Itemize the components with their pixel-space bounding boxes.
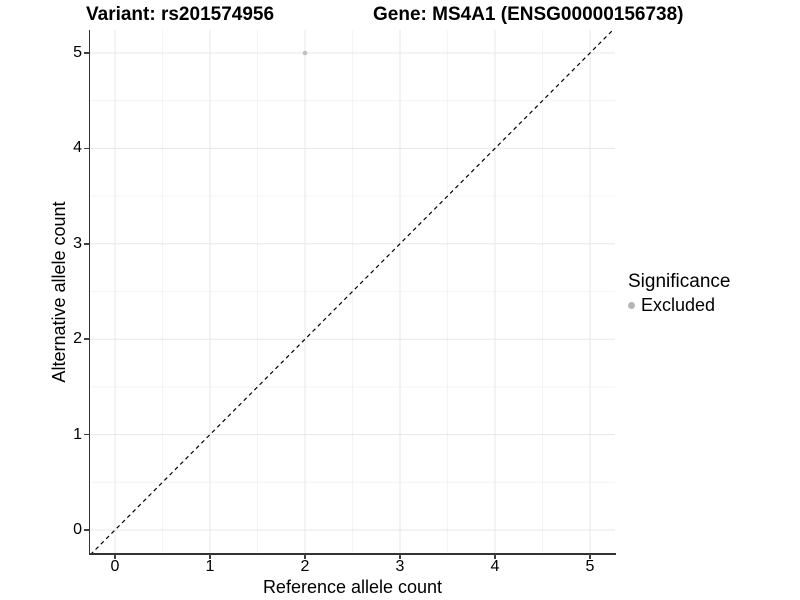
x-tick-label: 3 <box>395 558 405 575</box>
y-tick-mark <box>84 243 89 245</box>
y-axis-title: Alternative allele count <box>49 201 69 383</box>
legend-point-icon <box>628 301 635 309</box>
y-tick-mark <box>84 52 89 54</box>
y-tick-label: 4 <box>73 139 82 157</box>
x-axis-line <box>88 553 616 555</box>
x-axis-title: Reference allele count <box>262 577 443 597</box>
data-point <box>302 50 308 56</box>
plot-area-svg <box>90 30 615 553</box>
y-tick-label: 1 <box>73 425 82 443</box>
y-tick-mark <box>84 147 89 150</box>
title-gene: Gene: MS4A1 (ENSG00000156738) <box>373 4 684 25</box>
y-axis-line <box>88 30 90 555</box>
x-tick-label: 0 <box>110 558 120 575</box>
identity-dashed-line <box>91 30 614 553</box>
title-variant: Variant: rs201574956 <box>86 4 275 25</box>
x-tick-mark <box>304 554 306 559</box>
x-tick-mark <box>494 554 496 559</box>
x-tick-mark <box>114 554 116 559</box>
x-tick-label: 5 <box>585 558 595 575</box>
x-tick-label: 4 <box>490 558 500 575</box>
y-tick-label: 0 <box>73 521 82 538</box>
y-tick-mark <box>84 338 89 340</box>
x-tick-label: 1 <box>205 558 215 575</box>
x-tick-label: 2 <box>300 558 310 575</box>
y-tick-label: 2 <box>73 330 82 348</box>
y-tick-mark <box>84 433 89 436</box>
y-tick-label: 3 <box>73 234 82 252</box>
legend-item-excluded: Excluded <box>628 294 730 316</box>
x-tick-mark <box>209 554 211 559</box>
x-tick-mark <box>399 554 401 559</box>
y-tick-label: 5 <box>73 44 82 61</box>
legend-item-label: Excluded <box>641 295 716 315</box>
legend: Significance Excluded <box>628 271 730 316</box>
x-tick-mark <box>589 554 591 559</box>
legend-title: Significance <box>628 271 731 292</box>
y-tick-mark <box>84 529 89 531</box>
plot-panel <box>90 30 615 553</box>
